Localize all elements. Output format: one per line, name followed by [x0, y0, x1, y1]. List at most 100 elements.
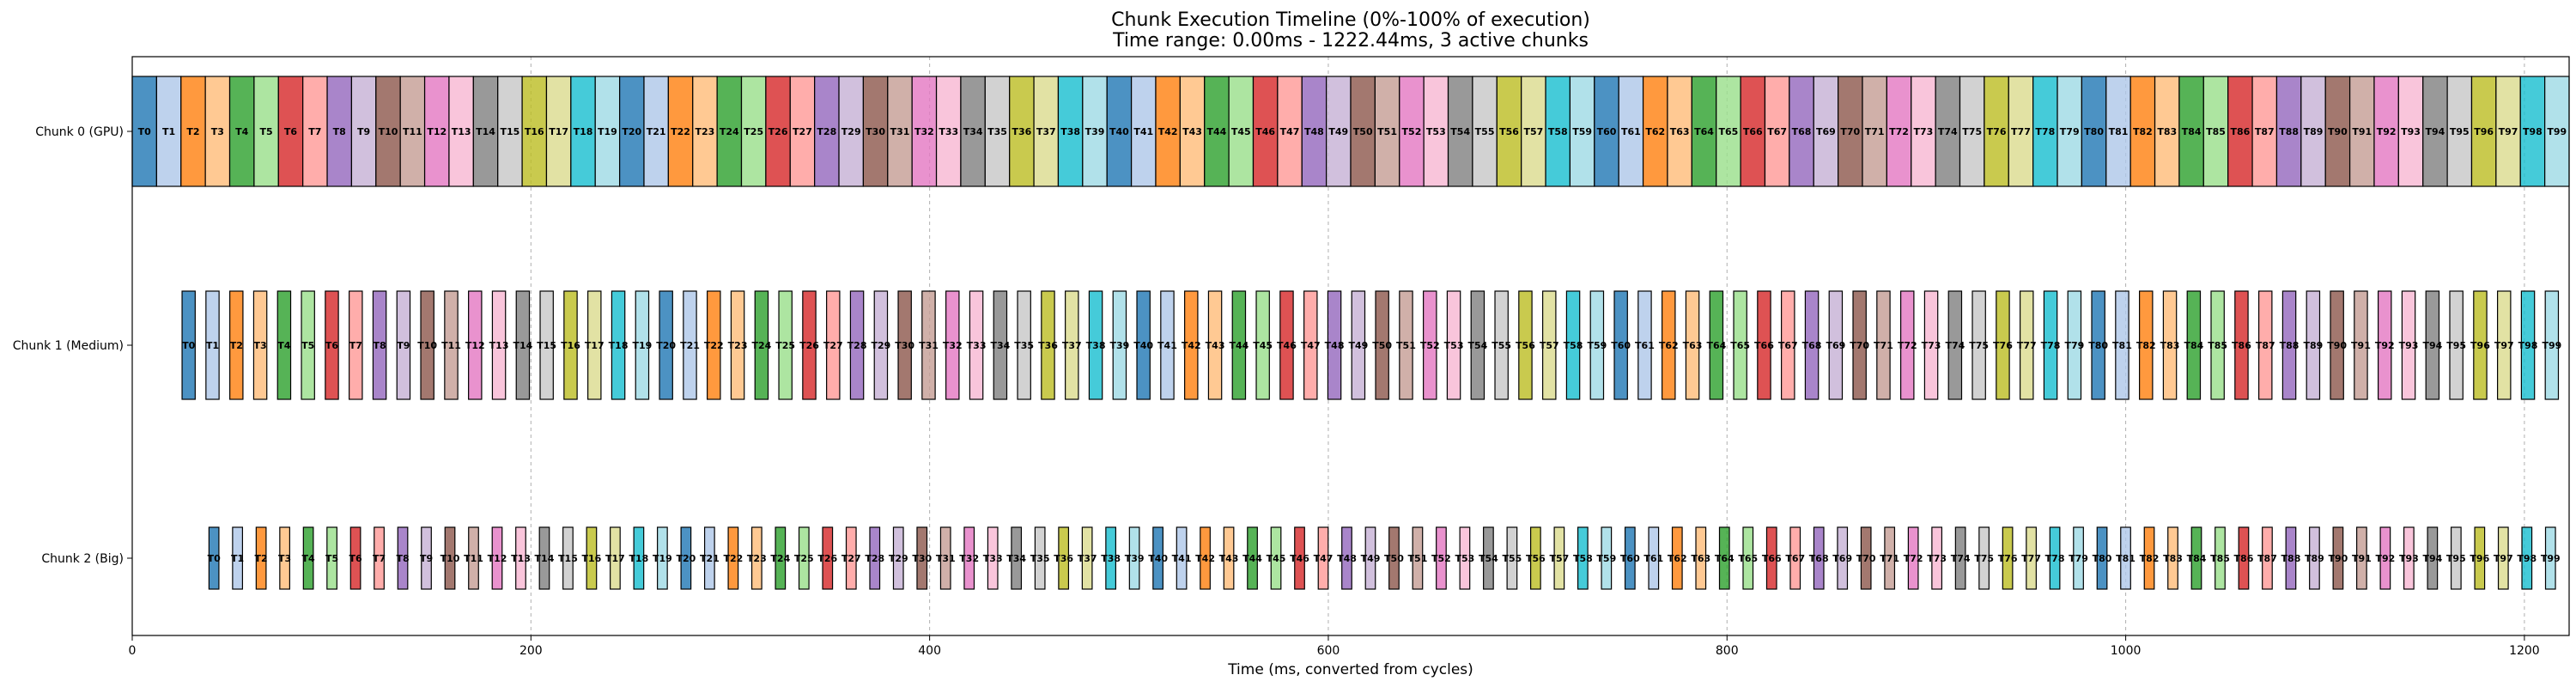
task-bar — [1648, 526, 1660, 590]
task-label: T82 — [2136, 340, 2156, 351]
task-label: T76 — [1998, 553, 2018, 564]
task-label: T36 — [1054, 553, 1073, 564]
chart-title: Chunk Execution Timeline (0%-100% of exe… — [1111, 9, 1590, 31]
task-label: T89 — [2304, 126, 2324, 137]
task-label: T21 — [680, 340, 700, 351]
task-bar — [1923, 290, 1939, 400]
task-label: T22 — [723, 553, 743, 564]
task-bar — [1691, 76, 1717, 187]
task-bar — [1947, 290, 1963, 400]
task-bar — [131, 76, 157, 187]
task-label: T6 — [325, 340, 339, 351]
task-label: T36 — [1012, 126, 1031, 137]
x-tick-label: 1200 — [2509, 644, 2540, 658]
task-label: T97 — [2494, 340, 2514, 351]
task-label: T65 — [1718, 126, 1738, 137]
task-bar — [2474, 526, 2486, 590]
task-bar — [1911, 76, 1936, 187]
task-label: T43 — [1219, 553, 1239, 564]
task-label: T63 — [1683, 340, 1703, 351]
task-bar — [2262, 526, 2273, 590]
task-bar — [1423, 290, 1437, 400]
task-bar — [2446, 76, 2473, 187]
task-bar — [2043, 290, 2058, 400]
task-label: T18 — [629, 553, 648, 564]
task-label: T94 — [2422, 553, 2442, 564]
task-label: T8 — [373, 340, 386, 351]
task-bar — [2210, 290, 2225, 400]
task-bar — [1255, 290, 1270, 400]
task-bar — [680, 526, 692, 590]
task-label: T13 — [452, 126, 471, 137]
task-bar — [892, 526, 904, 590]
task-label: T82 — [2133, 126, 2153, 137]
task-bar — [2186, 290, 2202, 400]
task-label: T39 — [1109, 340, 1129, 351]
task-label: T50 — [1384, 553, 1404, 564]
task-label: T11 — [403, 126, 422, 137]
task-label: T0 — [208, 553, 222, 564]
task-bar — [2154, 76, 2180, 187]
task-bar — [1317, 526, 1329, 590]
task-label: T78 — [2035, 126, 2055, 137]
task-bar — [1954, 526, 1966, 590]
task-label: T13 — [489, 340, 509, 351]
task-bar — [703, 526, 715, 590]
task-bar — [2495, 76, 2521, 187]
task-label: T15 — [500, 126, 519, 137]
task-label: T2 — [255, 553, 268, 564]
task-bar — [2002, 526, 2014, 590]
task-label: T66 — [1754, 340, 1774, 351]
task-bar — [1088, 290, 1103, 400]
task-bar — [1058, 526, 1070, 590]
task-label: T78 — [2045, 553, 2065, 564]
task-label: T16 — [582, 553, 602, 564]
task-bar — [1399, 290, 1413, 400]
task-bar — [252, 290, 268, 400]
task-label: T31 — [919, 340, 939, 351]
task-bar — [2544, 526, 2556, 590]
task-label: T95 — [2450, 126, 2470, 137]
task-label: T40 — [1133, 340, 1153, 351]
task-bar — [2073, 526, 2084, 590]
task-bar — [2397, 76, 2424, 187]
task-label: T46 — [1290, 553, 1309, 564]
task-bar — [2324, 76, 2351, 187]
task-label: T16 — [561, 340, 580, 351]
task-label: T75 — [1974, 553, 1994, 564]
task-label: T9 — [397, 340, 410, 351]
task-label: T32 — [959, 553, 979, 564]
task-bar — [610, 526, 621, 590]
task-bar — [826, 290, 841, 400]
task-label: T74 — [1951, 553, 1971, 564]
task-label: T76 — [1987, 126, 2007, 137]
task-bar — [301, 290, 315, 400]
task-label: T23 — [728, 340, 748, 351]
task-bar — [1742, 526, 1754, 590]
task-bar — [2521, 526, 2533, 590]
task-label: T91 — [2352, 553, 2372, 564]
task-bar — [1996, 290, 2010, 400]
task-label: T17 — [605, 553, 625, 564]
task-label: T81 — [2116, 553, 2136, 564]
task-label: T29 — [889, 553, 908, 564]
task-label: T87 — [2257, 553, 2277, 564]
task-label: T22 — [671, 126, 690, 137]
task-label: T6 — [349, 553, 362, 564]
task-bar — [750, 526, 762, 590]
task-bar — [208, 526, 220, 590]
task-bar — [1279, 290, 1294, 400]
y-axis: Chunk 0 (GPU) Chunk 1 (Medium) Chunk 2 (Bi… — [13, 125, 132, 566]
task-label: T26 — [817, 553, 837, 564]
task-bar — [2519, 76, 2546, 187]
task-label: T68 — [1802, 340, 1822, 351]
task-label: T48 — [1304, 126, 1324, 137]
task-bar — [2403, 526, 2415, 590]
task-label: T47 — [1280, 126, 1300, 137]
task-label: T82 — [2140, 553, 2160, 564]
task-label: T19 — [653, 553, 672, 564]
task-label: T30 — [866, 126, 885, 137]
task-bar — [984, 76, 1011, 187]
task-bar — [2120, 526, 2131, 590]
task-bar — [1959, 76, 1985, 187]
